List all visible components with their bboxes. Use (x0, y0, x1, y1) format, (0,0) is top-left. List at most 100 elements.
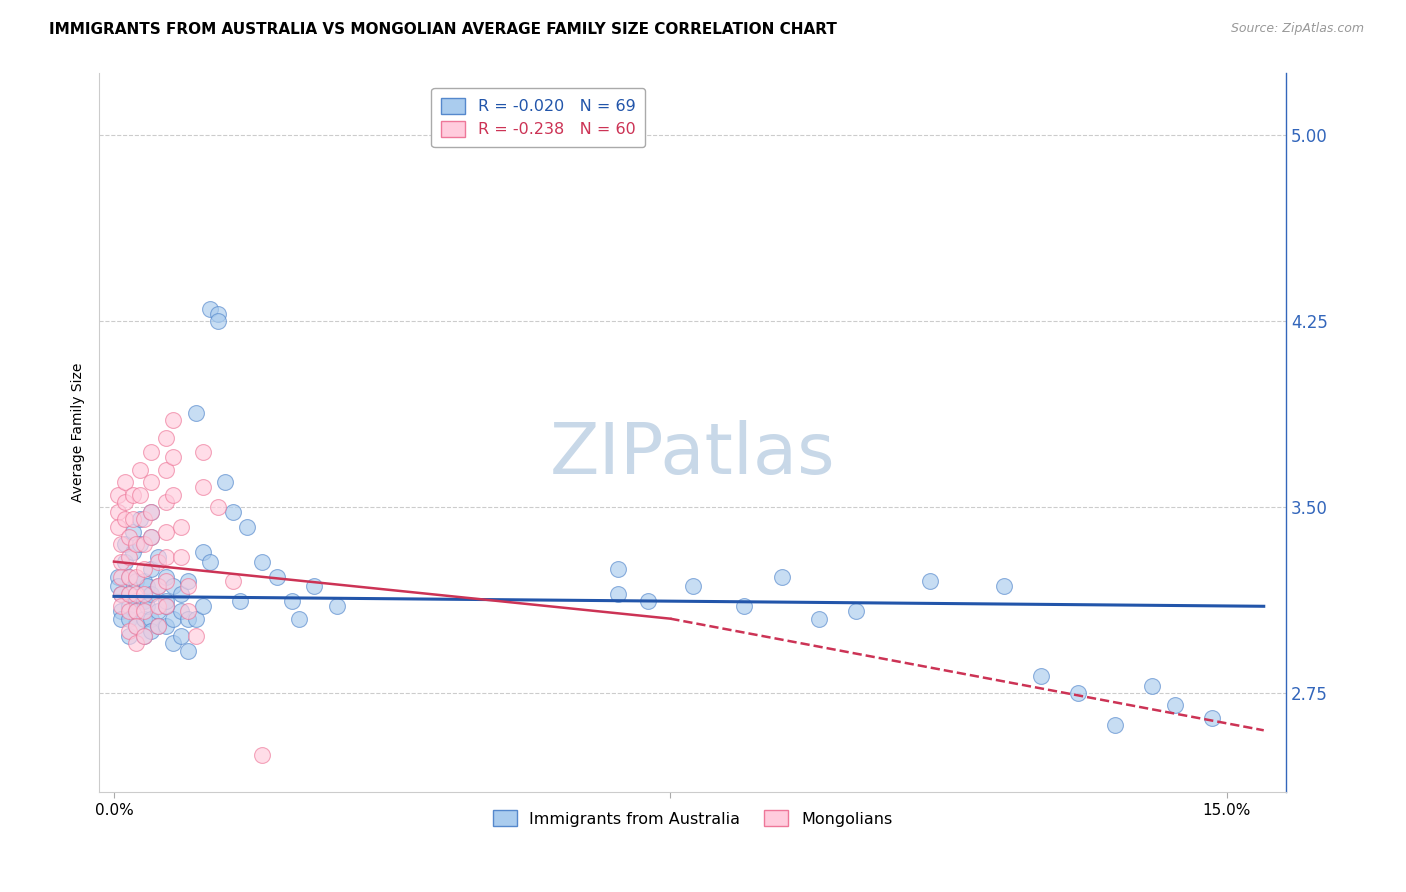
Point (118, 629, 141, 643)
Point (1201, 711, 1223, 725)
Point (132, 562, 155, 576)
Point (200, 555, 222, 569)
Point (107, 488, 129, 502)
Point (132, 574, 155, 589)
Point (118, 530, 141, 544)
Point (162, 579, 184, 593)
Point (207, 500, 229, 514)
Point (110, 587, 132, 601)
Text: ZIPatlas: ZIPatlas (550, 420, 835, 489)
Point (1031, 669, 1053, 683)
Point (118, 599, 141, 614)
Text: IMMIGRANTS FROM AUSTRALIA VS MONGOLIAN AVERAGE FAMILY SIZE CORRELATION CHART: IMMIGRANTS FROM AUSTRALIA VS MONGOLIAN A… (49, 22, 837, 37)
Point (139, 505, 162, 519)
Point (177, 604, 200, 618)
Point (148, 604, 170, 618)
Point (252, 555, 274, 569)
Point (184, 612, 207, 626)
Point (221, 505, 243, 519)
Point (191, 480, 214, 494)
Point (132, 629, 155, 643)
Point (125, 574, 148, 589)
Point (139, 530, 162, 544)
Point (148, 619, 170, 633)
Point (637, 594, 659, 608)
Point (118, 549, 141, 564)
Point (125, 587, 148, 601)
Point (129, 537, 152, 551)
Point (170, 520, 193, 534)
Point (110, 537, 132, 551)
Point (191, 445, 214, 459)
Point (125, 569, 148, 583)
Point (162, 636, 184, 650)
Point (114, 495, 136, 509)
Point (155, 463, 177, 477)
Point (207, 307, 229, 321)
Point (236, 520, 259, 534)
Point (1104, 718, 1126, 732)
Point (177, 574, 200, 589)
Point (807, 612, 830, 626)
Point (170, 587, 193, 601)
Point (139, 505, 162, 519)
Point (148, 579, 170, 593)
Point (118, 569, 141, 583)
Point (155, 599, 177, 614)
Point (136, 579, 159, 593)
Point (139, 475, 162, 490)
Point (114, 475, 136, 490)
Point (110, 604, 132, 618)
Point (155, 574, 177, 589)
Point (155, 599, 177, 614)
Text: Source: ZipAtlas.com: Source: ZipAtlas.com (1230, 22, 1364, 36)
Point (136, 599, 159, 614)
Point (266, 569, 288, 583)
Point (148, 599, 170, 614)
Point (132, 587, 155, 601)
Point (1142, 679, 1164, 693)
Point (1067, 686, 1090, 700)
Point (132, 604, 155, 618)
Point (121, 512, 143, 526)
Point (125, 594, 148, 608)
Point (125, 604, 148, 618)
Point (110, 599, 132, 614)
Point (125, 619, 148, 633)
Point (155, 594, 177, 608)
Point (118, 569, 141, 583)
Point (845, 604, 868, 618)
Point (139, 612, 162, 626)
Point (121, 545, 143, 559)
Point (125, 537, 148, 551)
Point (132, 612, 155, 626)
Point (121, 488, 143, 502)
Point (155, 569, 177, 583)
Point (191, 599, 214, 614)
Point (162, 488, 184, 502)
Point (214, 475, 236, 490)
Point (110, 612, 132, 626)
Point (155, 495, 177, 509)
Point (148, 619, 170, 633)
Point (304, 579, 326, 593)
Point (125, 636, 148, 650)
Point (281, 594, 304, 608)
Point (114, 537, 136, 551)
Point (139, 587, 162, 601)
Point (682, 579, 704, 593)
Point (114, 555, 136, 569)
Point (770, 569, 793, 583)
Point (200, 301, 222, 316)
Point (139, 445, 162, 459)
Point (118, 604, 141, 618)
Point (221, 574, 243, 589)
Point (184, 406, 207, 420)
Point (132, 594, 155, 608)
Point (252, 748, 274, 763)
Point (110, 555, 132, 569)
Point (184, 629, 207, 643)
Legend: Immigrants from Australia, Mongolians: Immigrants from Australia, Mongolians (485, 802, 900, 835)
Point (155, 549, 177, 564)
Y-axis label: Average Family Size: Average Family Size (72, 363, 86, 502)
